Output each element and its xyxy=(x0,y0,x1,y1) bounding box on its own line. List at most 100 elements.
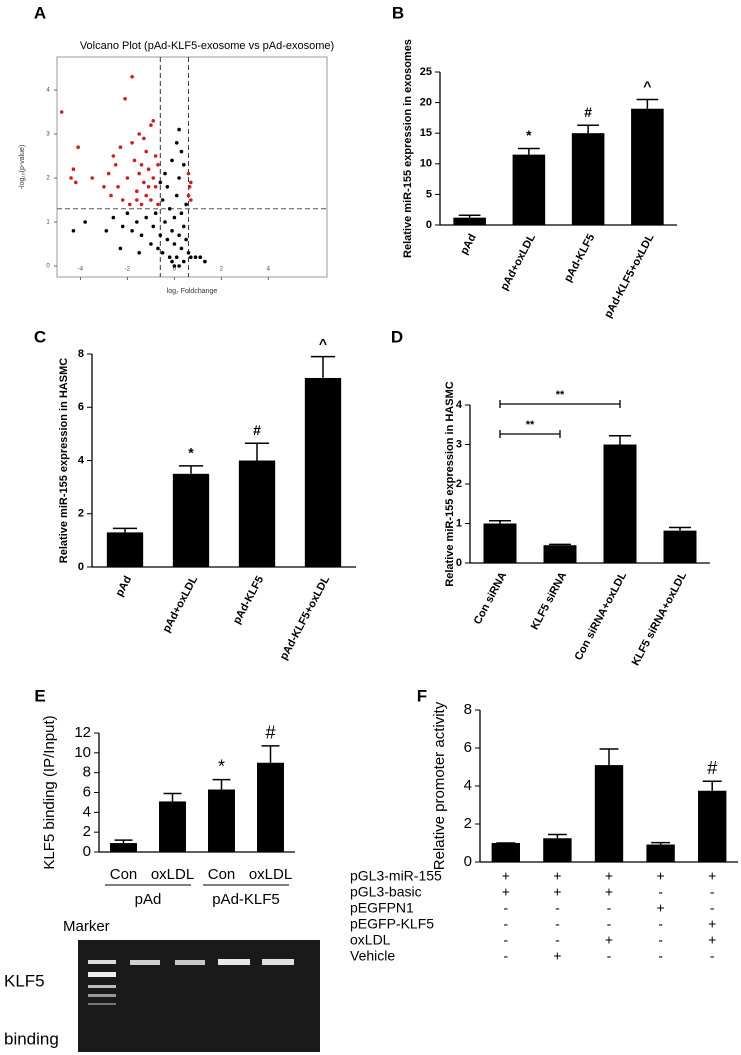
point xyxy=(165,237,170,242)
bar xyxy=(698,790,727,862)
condition-mark: + xyxy=(657,868,665,884)
comparison-label: ** xyxy=(556,389,565,401)
y-tick-label: 0 xyxy=(46,264,50,270)
y-tick-label: 25 xyxy=(420,66,432,78)
point xyxy=(111,154,116,158)
condition-mark: - xyxy=(607,948,612,964)
condition-mark: - xyxy=(555,932,560,948)
point xyxy=(137,132,141,136)
y-axis-label: KLF5 binding (IP/Input) xyxy=(41,715,58,869)
x-tick-label: 4 xyxy=(267,267,271,273)
point xyxy=(170,259,174,264)
condition-name: Vehicle xyxy=(350,948,395,964)
point xyxy=(151,119,156,123)
point xyxy=(102,185,106,189)
point xyxy=(76,145,80,149)
condition-name: pEGFPN1 xyxy=(350,900,414,916)
point xyxy=(83,220,87,224)
condition-mark: + xyxy=(553,868,561,884)
point xyxy=(156,246,160,251)
significance-marker: ^ xyxy=(643,78,651,94)
gel-band xyxy=(88,994,116,997)
x-tick-label: KLF5 siRNA xyxy=(529,570,569,632)
y-tick-label: 4 xyxy=(456,399,463,411)
point xyxy=(113,163,118,167)
bar xyxy=(491,843,520,862)
point xyxy=(187,185,192,189)
point xyxy=(186,193,191,198)
significance-marker: # xyxy=(253,422,261,438)
x-tick-label: Con siRNA xyxy=(472,570,510,626)
point xyxy=(120,224,125,229)
point xyxy=(142,136,146,141)
point xyxy=(170,158,174,163)
point xyxy=(135,189,139,193)
bar xyxy=(106,532,144,567)
significance-marker: # xyxy=(707,758,717,778)
point xyxy=(116,185,120,189)
bar xyxy=(646,844,675,862)
bar xyxy=(543,545,577,563)
point xyxy=(181,163,186,167)
condition-mark: - xyxy=(607,900,612,916)
condition-mark: - xyxy=(503,948,508,964)
point xyxy=(179,211,184,215)
x-tick-label: Con siRNA+oxLDL xyxy=(573,570,630,662)
point xyxy=(189,180,193,185)
comparison-label: ** xyxy=(526,419,535,431)
point xyxy=(186,251,191,255)
point xyxy=(109,193,113,198)
y-axis-label: -log₁₀(p-value) xyxy=(19,145,26,190)
bar xyxy=(603,444,637,563)
condition-mark: - xyxy=(503,900,508,916)
y-tick-label: 0 xyxy=(78,561,84,573)
condition-mark: - xyxy=(607,916,612,932)
y-axis-label: Relative miR-155 expression in HASMC xyxy=(58,358,70,563)
point xyxy=(130,229,134,233)
gel-band xyxy=(88,972,116,977)
condition-mark: + xyxy=(553,884,561,900)
gel-band xyxy=(130,960,160,965)
y-tick-label: 0 xyxy=(426,219,432,231)
y-tick-label: 6 xyxy=(464,739,472,756)
y-tick-label: 6 xyxy=(78,401,84,413)
x-tick-label: 2 xyxy=(220,267,224,273)
gel-image xyxy=(78,940,320,1052)
y-axis-label: Relative promoter activity xyxy=(431,701,448,870)
point xyxy=(139,233,144,237)
bar xyxy=(663,530,697,563)
point xyxy=(177,127,181,132)
y-axis-label: Relative miR-155 expression in exosomes xyxy=(402,39,414,258)
point xyxy=(203,259,207,264)
condition-mark: + xyxy=(708,916,716,932)
significance-marker: * xyxy=(188,445,194,461)
point xyxy=(106,171,111,176)
y-tick-label: 0 xyxy=(456,557,462,569)
point xyxy=(139,163,144,167)
point xyxy=(151,176,156,180)
point xyxy=(174,193,179,198)
point xyxy=(149,242,153,246)
point xyxy=(160,251,165,255)
bar xyxy=(304,377,342,567)
point xyxy=(158,233,163,237)
point xyxy=(144,149,149,154)
point xyxy=(156,163,160,167)
bar xyxy=(594,765,624,862)
point xyxy=(172,264,177,268)
point xyxy=(172,215,177,220)
y-tick-label: 8 xyxy=(464,701,472,718)
point xyxy=(149,198,153,202)
bar xyxy=(257,762,284,852)
condition-mark: + xyxy=(605,932,613,948)
point xyxy=(139,202,144,207)
point xyxy=(142,180,146,185)
point xyxy=(130,141,134,145)
point xyxy=(71,167,76,171)
condition-name: pGL3-basic xyxy=(350,884,422,900)
point xyxy=(167,255,172,259)
group-label: pAd xyxy=(135,891,162,908)
condition-mark: + xyxy=(502,868,510,884)
point xyxy=(177,233,181,237)
x-tick-label: pAd xyxy=(114,574,135,599)
